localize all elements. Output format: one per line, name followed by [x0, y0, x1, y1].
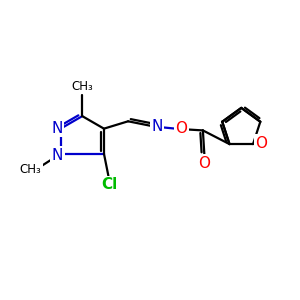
Text: N: N: [151, 118, 163, 134]
Text: N: N: [52, 148, 63, 163]
Text: Cl: Cl: [102, 177, 118, 192]
Text: CH₃: CH₃: [20, 163, 41, 176]
Text: N: N: [51, 121, 63, 136]
Text: CH₃: CH₃: [71, 80, 93, 93]
Text: O: O: [255, 136, 267, 151]
Text: O: O: [175, 121, 187, 136]
Text: O: O: [198, 156, 210, 171]
